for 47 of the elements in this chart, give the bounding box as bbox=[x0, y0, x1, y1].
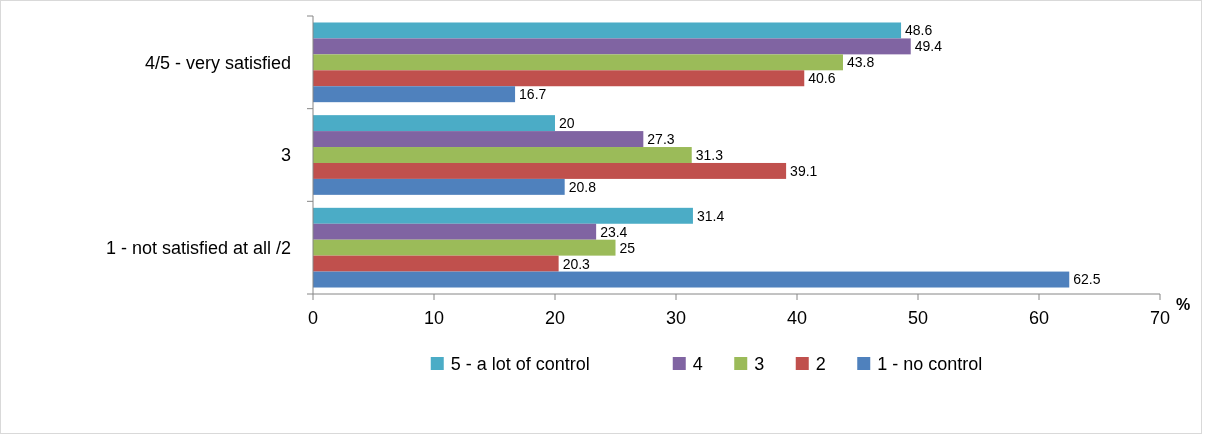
x-tick-label: 40 bbox=[786, 308, 808, 328]
data-label: 20.3 bbox=[562, 255, 591, 272]
data-label: 48.6 bbox=[905, 22, 933, 39]
y-tick-label: 4/5 - very satisfied bbox=[144, 52, 291, 73]
x-tick-label: 70 bbox=[1149, 308, 1171, 328]
bar bbox=[313, 115, 555, 132]
y-tick-label: 3 bbox=[280, 145, 291, 166]
bar bbox=[313, 162, 787, 179]
legend-label: 2 bbox=[815, 354, 826, 375]
data-label: 25 bbox=[619, 239, 636, 256]
data-label: 16.7 bbox=[519, 86, 547, 103]
data-label: 49.4 bbox=[914, 38, 943, 55]
legend-label: 4 bbox=[692, 354, 703, 375]
data-label: 20 bbox=[559, 115, 575, 132]
bar bbox=[313, 178, 565, 195]
x-axis-title: % bbox=[1175, 296, 1191, 313]
bar bbox=[313, 255, 559, 272]
data-label: 23.4 bbox=[600, 223, 628, 240]
data-label: 40.6 bbox=[808, 70, 836, 87]
data-label: 62.5 bbox=[1073, 271, 1101, 288]
x-tick-label: 0 bbox=[307, 308, 319, 328]
bar bbox=[313, 131, 644, 148]
data-label: 31.4 bbox=[696, 207, 725, 224]
bar bbox=[313, 38, 911, 55]
data-label: 27.3 bbox=[647, 130, 675, 147]
bar bbox=[313, 207, 693, 224]
bar bbox=[313, 54, 843, 71]
x-tick-label: 20 bbox=[544, 308, 566, 328]
y-tick-label: 1 - not satisfied at all /2 bbox=[105, 237, 291, 258]
bar bbox=[313, 86, 516, 103]
data-label: 20.8 bbox=[568, 178, 597, 195]
x-tick-label: 50 bbox=[907, 308, 929, 328]
bar bbox=[313, 271, 1070, 288]
legend-label: 5 - a lot of control bbox=[450, 354, 590, 375]
data-label: 39.1 bbox=[790, 162, 818, 179]
legend-label: 3 bbox=[754, 354, 765, 375]
bar bbox=[313, 70, 805, 87]
bar bbox=[313, 147, 692, 163]
data-label: 43.8 bbox=[846, 54, 875, 71]
x-tick-label: 30 bbox=[665, 308, 687, 328]
x-tick-label: 60 bbox=[1028, 308, 1050, 328]
data-label: 31.3 bbox=[695, 146, 724, 163]
bar bbox=[313, 22, 902, 39]
legend-label: 1 - no control bbox=[877, 354, 983, 375]
bar bbox=[313, 223, 597, 240]
x-tick-label: 10 bbox=[423, 308, 445, 328]
bar bbox=[313, 239, 616, 256]
